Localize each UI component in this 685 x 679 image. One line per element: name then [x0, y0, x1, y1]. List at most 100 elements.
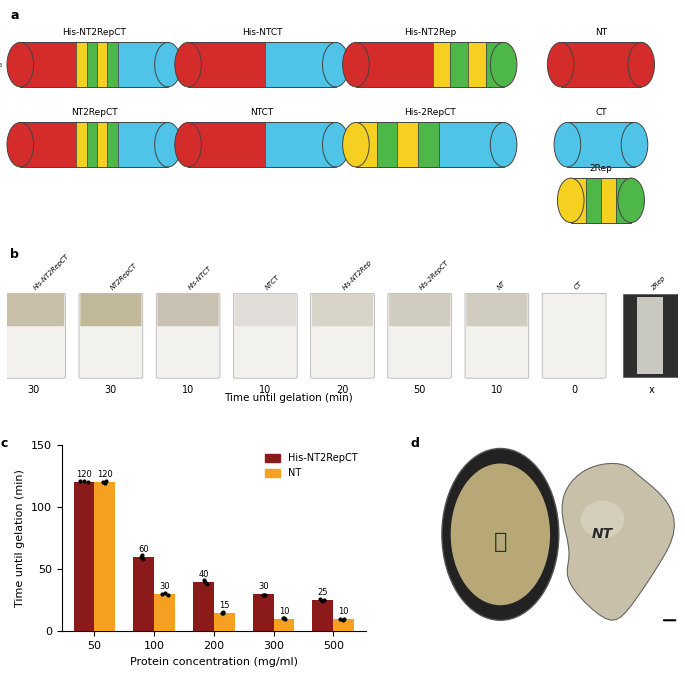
Ellipse shape	[621, 122, 648, 167]
FancyBboxPatch shape	[234, 293, 297, 378]
Text: d: d	[410, 437, 419, 450]
Point	[160, 587, 171, 598]
Ellipse shape	[547, 42, 574, 87]
Ellipse shape	[618, 178, 645, 223]
FancyBboxPatch shape	[2, 293, 66, 378]
Bar	[188, 122, 336, 167]
Text: 50: 50	[414, 386, 426, 395]
FancyBboxPatch shape	[156, 293, 220, 378]
Point	[319, 595, 329, 606]
Text: NT: NT	[496, 280, 507, 291]
FancyBboxPatch shape	[616, 178, 631, 223]
Bar	[637, 297, 662, 374]
Bar	[356, 42, 503, 87]
FancyBboxPatch shape	[356, 42, 433, 87]
FancyBboxPatch shape	[188, 42, 265, 87]
Text: NTCT: NTCT	[250, 108, 273, 117]
Text: 0: 0	[571, 386, 577, 395]
Text: 10: 10	[279, 607, 289, 616]
Ellipse shape	[7, 42, 34, 87]
Text: NT: NT	[592, 528, 613, 541]
FancyBboxPatch shape	[118, 42, 168, 87]
Ellipse shape	[342, 122, 369, 167]
FancyBboxPatch shape	[465, 293, 529, 378]
FancyBboxPatch shape	[418, 122, 438, 167]
Bar	[193, 582, 214, 631]
Bar	[134, 557, 154, 631]
Text: His-NTCT: His-NTCT	[187, 265, 213, 291]
Ellipse shape	[7, 122, 34, 167]
Text: Time until gelation (min): Time until gelation (min)	[225, 393, 353, 403]
FancyBboxPatch shape	[571, 178, 586, 223]
Text: His-NT2RepCT: His-NT2RepCT	[62, 28, 126, 37]
Text: NT2RepCT: NT2RepCT	[110, 262, 139, 291]
Bar	[567, 122, 634, 167]
FancyBboxPatch shape	[108, 122, 118, 167]
Text: 60: 60	[138, 545, 149, 553]
FancyBboxPatch shape	[118, 122, 168, 167]
Text: CT: CT	[573, 280, 584, 291]
Text: b: b	[10, 248, 19, 261]
Ellipse shape	[442, 448, 559, 621]
FancyBboxPatch shape	[3, 293, 64, 326]
Ellipse shape	[581, 501, 625, 538]
Bar	[356, 122, 503, 167]
Text: 2Rep: 2Rep	[651, 274, 667, 291]
Ellipse shape	[628, 42, 655, 87]
Text: 15: 15	[219, 601, 229, 610]
Text: His-NT2RepCT: His-NT2RepCT	[33, 253, 71, 291]
Legend: His-NT2RepCT, NT: His-NT2RepCT, NT	[262, 449, 361, 482]
Text: 30: 30	[105, 386, 117, 395]
Point	[97, 477, 108, 488]
Point	[83, 477, 94, 488]
FancyBboxPatch shape	[235, 293, 296, 326]
FancyBboxPatch shape	[601, 178, 616, 223]
Point	[78, 475, 89, 486]
Text: His$_6$: His$_6$	[155, 60, 171, 70]
FancyBboxPatch shape	[486, 42, 503, 87]
Polygon shape	[562, 464, 675, 620]
FancyBboxPatch shape	[560, 42, 641, 87]
Text: 20: 20	[336, 386, 349, 395]
Text: 🕷: 🕷	[494, 532, 507, 552]
FancyBboxPatch shape	[388, 293, 451, 378]
Point	[335, 613, 346, 624]
Text: His$_6$: His$_6$	[323, 140, 339, 150]
FancyBboxPatch shape	[87, 122, 97, 167]
Bar	[21, 122, 168, 167]
Bar	[623, 294, 680, 378]
Point	[136, 551, 147, 562]
Point	[338, 614, 349, 625]
Point	[198, 575, 209, 586]
Text: 30: 30	[160, 582, 170, 591]
Text: His-NT2Rep: His-NT2Rep	[342, 259, 373, 291]
Bar	[571, 178, 631, 223]
Point	[280, 614, 291, 625]
Point	[278, 613, 289, 624]
FancyBboxPatch shape	[87, 42, 97, 87]
Bar	[560, 42, 641, 87]
Point	[199, 576, 210, 587]
Point	[218, 606, 229, 617]
FancyBboxPatch shape	[356, 122, 377, 167]
Ellipse shape	[558, 178, 584, 223]
Point	[258, 590, 269, 601]
FancyBboxPatch shape	[567, 122, 634, 167]
Text: His-NTCT: His-NTCT	[242, 28, 282, 37]
FancyBboxPatch shape	[80, 293, 141, 326]
Text: 120: 120	[76, 470, 92, 479]
Text: His-2RepCT: His-2RepCT	[419, 259, 450, 291]
Ellipse shape	[175, 122, 201, 167]
Text: 10: 10	[338, 607, 349, 616]
FancyBboxPatch shape	[377, 122, 397, 167]
Text: His$_6$: His$_6$	[0, 60, 3, 70]
FancyBboxPatch shape	[586, 178, 601, 223]
FancyBboxPatch shape	[433, 42, 451, 87]
Bar	[334, 619, 354, 631]
Point	[137, 553, 148, 564]
Text: CT: CT	[595, 108, 607, 117]
Ellipse shape	[490, 42, 517, 87]
Text: NT: NT	[595, 28, 607, 37]
FancyBboxPatch shape	[310, 293, 375, 378]
FancyBboxPatch shape	[468, 42, 486, 87]
